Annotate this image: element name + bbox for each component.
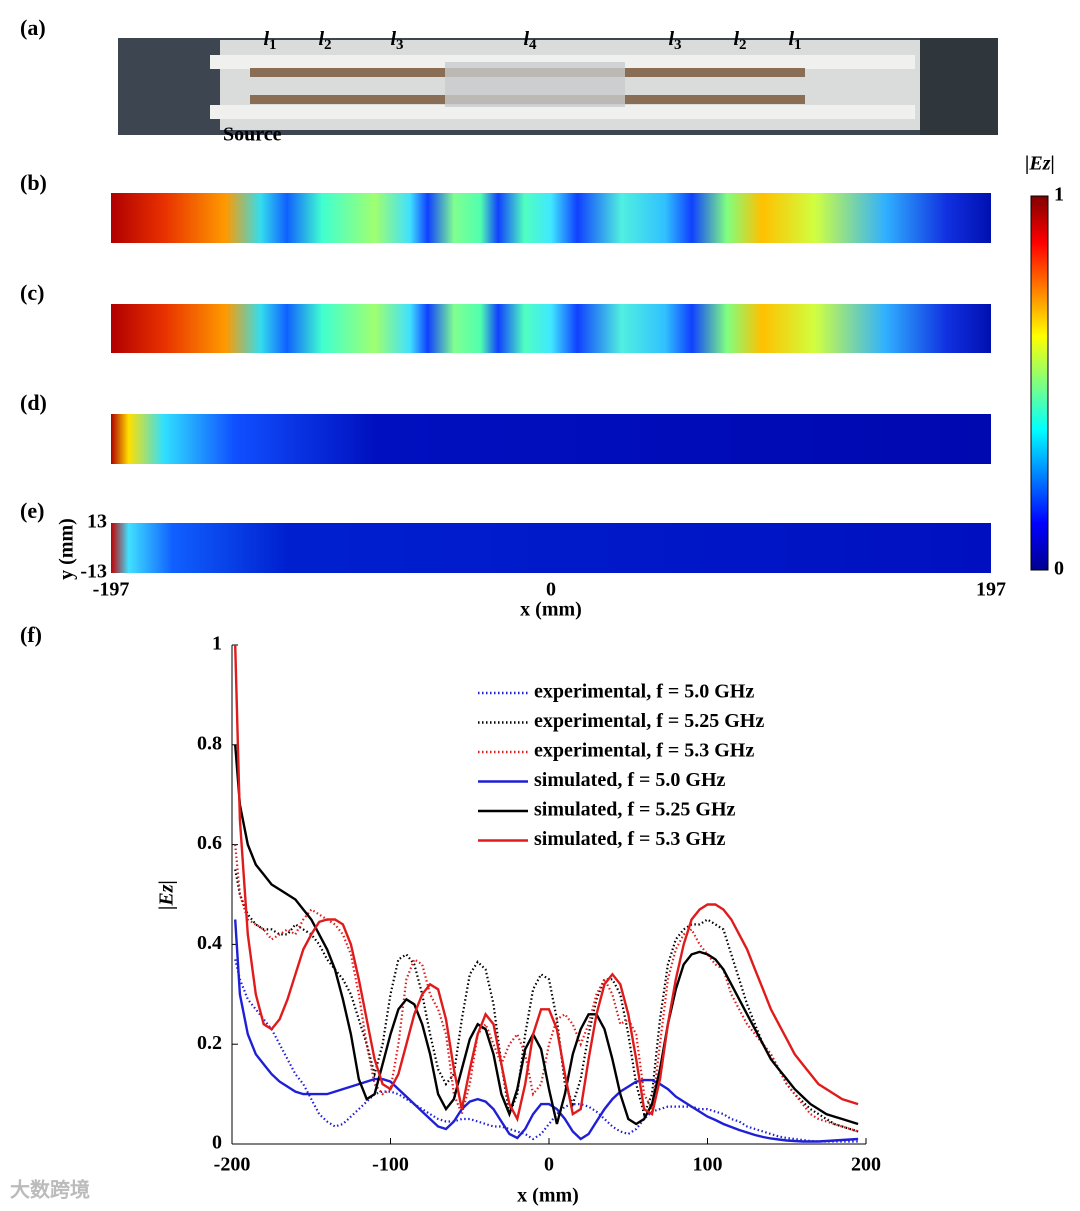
- series-line: [234, 869, 859, 1133]
- segment-sub: 2: [324, 37, 332, 53]
- heatmap: [111, 523, 991, 573]
- legend-label: experimental, f = 5.25 GHz: [534, 710, 764, 732]
- series-line: [234, 919, 859, 1143]
- panel-label: (e): [20, 498, 44, 523]
- segment-label: l2: [318, 28, 331, 54]
- segment-sub: 1: [269, 37, 277, 53]
- segment-label: l1: [263, 28, 276, 54]
- segment-label: l3: [390, 28, 403, 54]
- segment-sub: 4: [529, 37, 537, 53]
- legend-label: simulated, f = 5.3 GHz: [534, 828, 726, 850]
- legend-label: experimental, f = 5.0 GHz: [534, 681, 754, 703]
- x-tick-label: 0: [544, 1154, 554, 1176]
- segment-letter: l: [263, 28, 269, 50]
- y-tick-label: 0: [212, 1132, 222, 1154]
- legend-label: experimental, f = 5.3 GHz: [534, 740, 754, 762]
- segment-label: l3: [668, 28, 681, 54]
- y-tick-label: 0.8: [197, 732, 222, 754]
- heatmap-y-tick-label: -13: [80, 561, 107, 583]
- series-line: [234, 959, 859, 1143]
- heatmap: [111, 304, 991, 353]
- panel-label: (a): [20, 15, 46, 40]
- colorbar-title: |Ez|: [1025, 153, 1055, 175]
- segment-sub: 2: [739, 37, 747, 53]
- segment-letter: l: [318, 28, 324, 50]
- colorbar-tick-label: 1: [1054, 184, 1064, 206]
- heatmap-x-label: x (mm): [520, 599, 582, 621]
- y-tick-label: 0.6: [197, 832, 222, 854]
- y-axis-label: |Ez|: [156, 880, 178, 910]
- heatmap: [111, 193, 991, 243]
- panel-label: (c): [20, 280, 44, 305]
- segment-label: l2: [733, 28, 746, 54]
- series-line: [234, 744, 859, 1126]
- segment-letter: l: [733, 28, 739, 50]
- watermark: 大数跨境: [10, 1178, 90, 1202]
- segment-sub: 3: [396, 37, 404, 53]
- legend-label: simulated, f = 5.0 GHz: [534, 769, 726, 791]
- panel-label: (f): [20, 622, 42, 647]
- x-tick-label: 200: [851, 1154, 881, 1176]
- segment-letter: l: [523, 28, 529, 50]
- segment-label: l1: [788, 28, 801, 54]
- y-tick-label: 0.4: [197, 932, 222, 954]
- panel-label: (d): [20, 390, 47, 415]
- x-tick-label: -100: [372, 1154, 409, 1176]
- segment-sub: 3: [674, 37, 682, 53]
- x-axis-label: x (mm): [517, 1185, 579, 1207]
- heatmap-x-tick-label: 0: [546, 579, 556, 601]
- source-label: Source: [223, 124, 282, 146]
- heatmap-y-label: y (mm): [56, 518, 78, 580]
- segment-letter: l: [668, 28, 674, 50]
- y-tick-label: 1: [212, 633, 222, 655]
- panel-label: (b): [20, 170, 47, 195]
- heatmap-x-tick-label: -197: [93, 579, 130, 601]
- series-line: [234, 644, 859, 1123]
- series-line: [234, 844, 859, 1133]
- segment-letter: l: [788, 28, 794, 50]
- segment-letter: l: [390, 28, 396, 50]
- colorbar-tick-label: 0: [1054, 558, 1064, 580]
- heatmap-x-tick-label: 197: [976, 579, 1006, 601]
- colorbar: [1030, 195, 1049, 571]
- y-tick-label: 0.2: [197, 1032, 222, 1054]
- segment-label: l4: [523, 28, 537, 54]
- photo: [118, 38, 998, 135]
- heatmap: [111, 414, 991, 464]
- legend-label: simulated, f = 5.25 GHz: [534, 799, 736, 821]
- heatmap-y-tick-label: 13: [87, 511, 107, 533]
- x-tick-label: -200: [214, 1154, 251, 1176]
- segment-sub: 1: [794, 37, 802, 53]
- x-tick-label: 100: [693, 1154, 723, 1176]
